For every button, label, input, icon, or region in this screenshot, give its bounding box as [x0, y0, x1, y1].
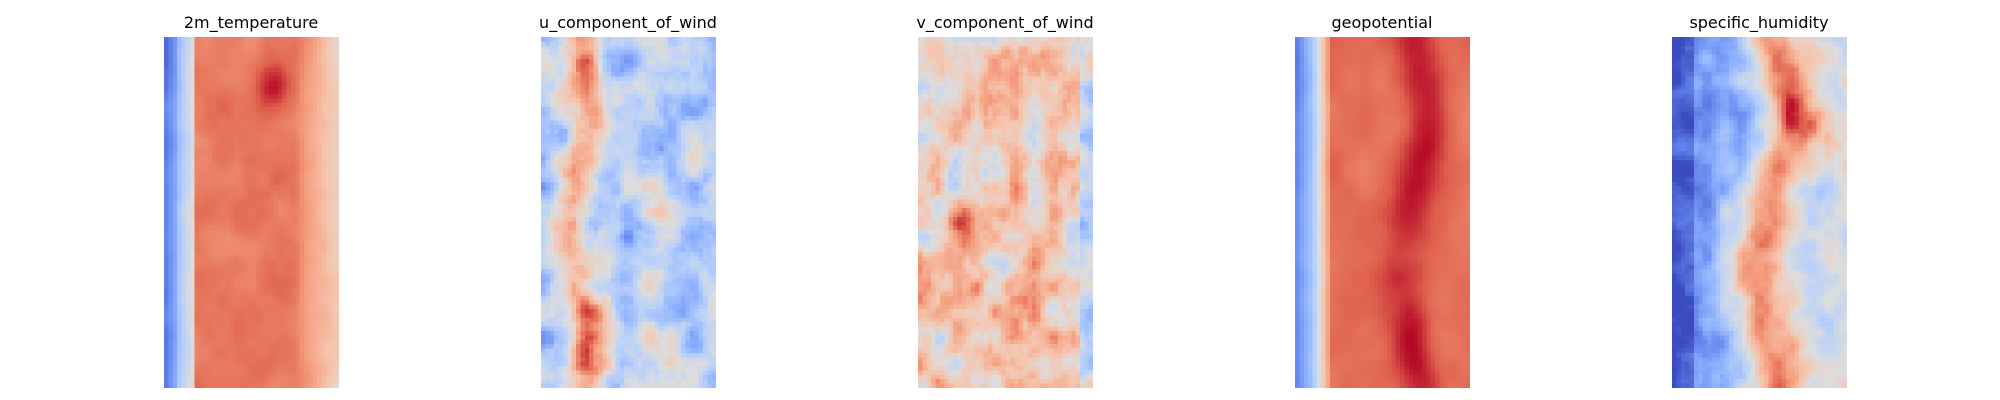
panel-3-title: v_component_of_wind — [916, 13, 1093, 33]
panel-2-heatmap — [541, 37, 716, 388]
panel-5-title: specific_humidity — [1689, 13, 1828, 33]
panel-1-title: 2m_temperature — [184, 13, 318, 33]
panel-2-title: u_component_of_wind — [539, 13, 717, 33]
panel-4-heatmap — [1295, 37, 1470, 388]
panel-4: geopotential — [1295, 13, 1470, 388]
panel-3-heatmap — [918, 37, 1093, 388]
panel-1-heatmap — [164, 37, 339, 388]
panel-5: specific_humidity — [1672, 13, 1847, 388]
panel-4-title: geopotential — [1332, 13, 1433, 32]
panel-1: 2m_temperature — [164, 13, 339, 388]
panel-3: v_component_of_wind — [916, 13, 1094, 388]
panel-5-heatmap — [1672, 37, 1847, 388]
panel-2: u_component_of_wind — [539, 13, 717, 388]
